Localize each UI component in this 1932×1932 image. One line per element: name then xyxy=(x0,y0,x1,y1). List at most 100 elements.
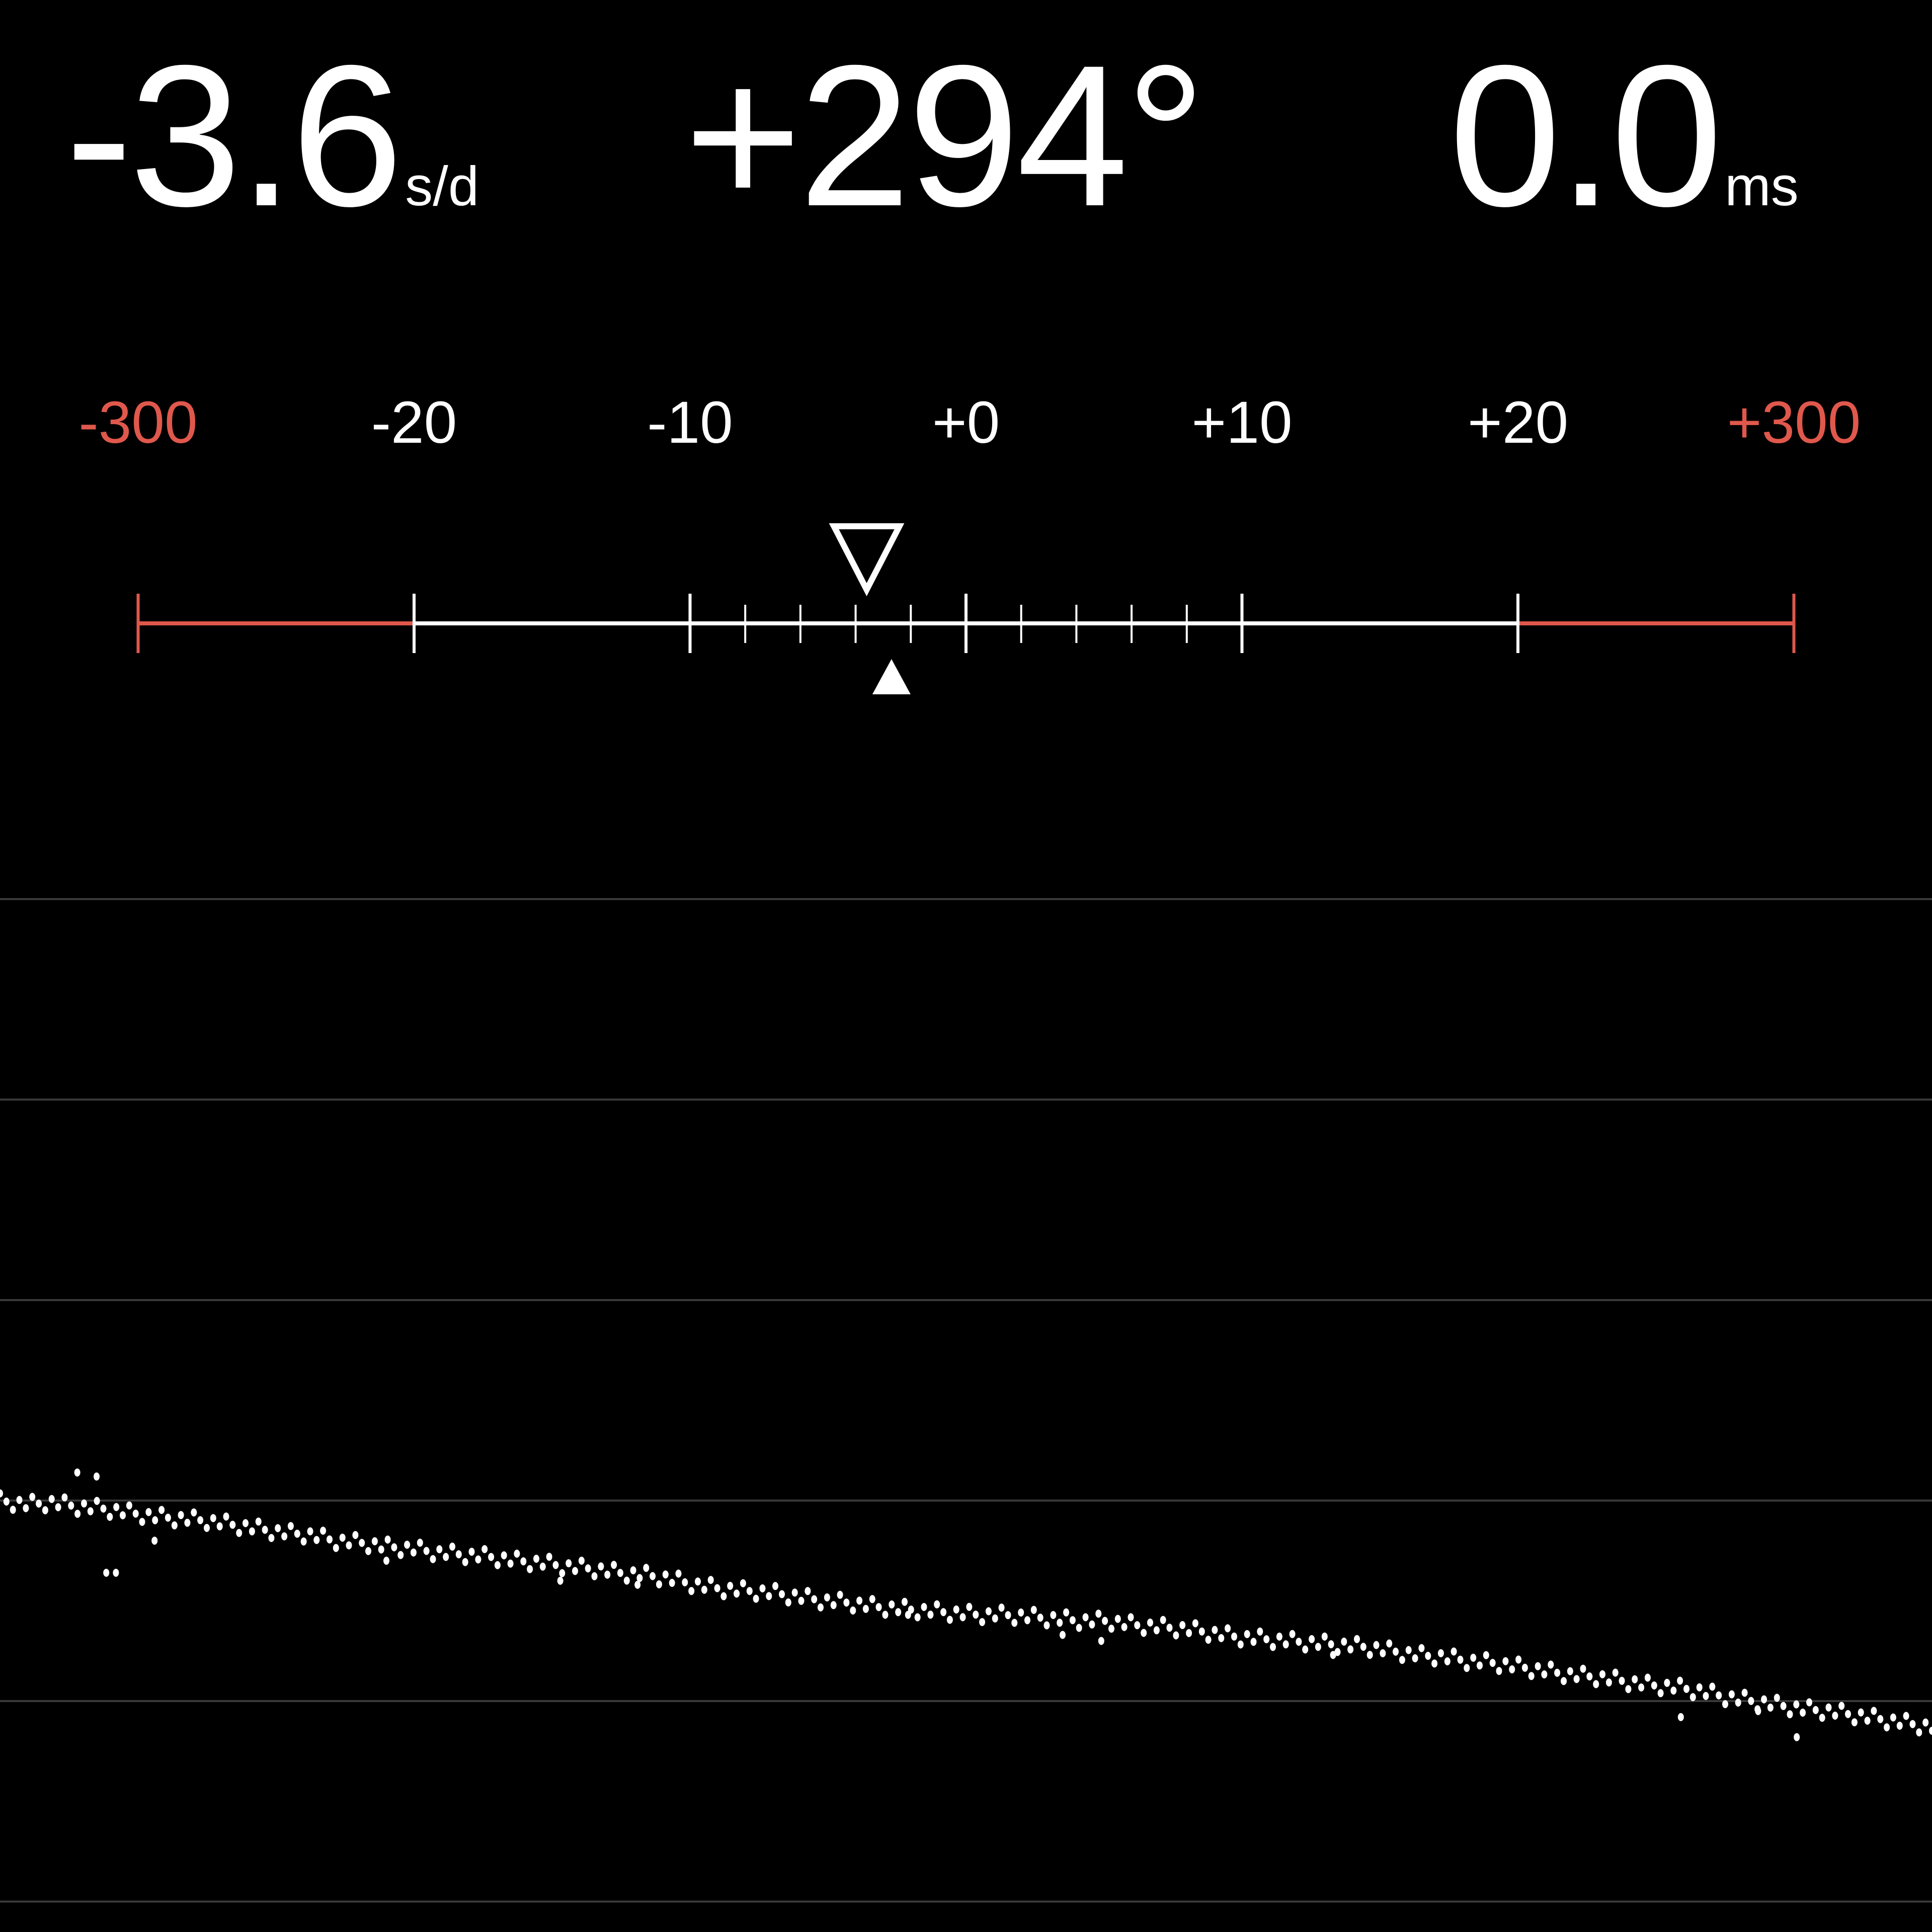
data-point xyxy=(566,1559,572,1568)
beat-error-unit: ms xyxy=(1725,155,1799,217)
data-point xyxy=(1864,1717,1871,1725)
data-point xyxy=(598,1562,604,1571)
data-point xyxy=(42,1506,48,1514)
data-point xyxy=(1793,1700,1800,1709)
data-point xyxy=(10,1505,16,1514)
data-point xyxy=(3,1497,10,1506)
data-point xyxy=(1198,1627,1205,1636)
data-point xyxy=(1896,1722,1903,1730)
data-point xyxy=(895,1608,902,1617)
data-point xyxy=(462,1558,468,1566)
data-point xyxy=(1767,1704,1774,1712)
data-point xyxy=(262,1525,268,1534)
data-point xyxy=(1425,1652,1431,1660)
data-point xyxy=(359,1539,365,1547)
data-point xyxy=(1489,1659,1496,1667)
data-point xyxy=(546,1553,552,1561)
data-point xyxy=(533,1555,539,1563)
data-point xyxy=(1780,1702,1787,1710)
data-point xyxy=(346,1541,352,1550)
data-point xyxy=(507,1559,514,1568)
data-point xyxy=(1632,1675,1638,1683)
data-point xyxy=(61,1493,68,1502)
data-point xyxy=(1787,1710,1793,1719)
data-point xyxy=(1244,1630,1250,1638)
outlier-point xyxy=(383,1557,389,1565)
data-point xyxy=(1076,1624,1082,1632)
data-point xyxy=(1774,1694,1780,1702)
data-point xyxy=(417,1539,423,1547)
data-point xyxy=(1186,1629,1192,1637)
data-point xyxy=(1761,1695,1767,1704)
data-point xyxy=(753,1594,759,1603)
data-point xyxy=(695,1577,701,1586)
data-point xyxy=(940,1608,947,1617)
data-point xyxy=(23,1504,29,1512)
data-point xyxy=(1599,1670,1605,1678)
current-rate-marker-icon xyxy=(829,523,905,597)
data-point xyxy=(1748,1697,1754,1705)
data-point xyxy=(333,1544,339,1552)
data-point xyxy=(1515,1655,1522,1664)
data-point xyxy=(1289,1630,1296,1638)
data-point xyxy=(850,1606,856,1615)
data-point xyxy=(766,1592,772,1600)
data-point xyxy=(468,1548,475,1556)
data-point xyxy=(249,1527,255,1536)
data-point xyxy=(1412,1654,1418,1662)
data-point xyxy=(191,1508,197,1517)
data-point xyxy=(1916,1728,1922,1737)
data-point xyxy=(1703,1692,1709,1700)
data-point xyxy=(1483,1651,1489,1659)
outlier-point xyxy=(1060,1631,1066,1639)
data-point xyxy=(481,1545,488,1553)
data-point xyxy=(572,1567,578,1575)
data-point xyxy=(1063,1608,1070,1617)
data-point xyxy=(889,1600,895,1608)
data-point xyxy=(1205,1636,1212,1644)
data-point xyxy=(979,1618,986,1626)
data-point xyxy=(785,1598,791,1606)
beat-error-value: 0.0 xyxy=(1449,23,1723,248)
data-point xyxy=(268,1534,275,1542)
outlier-point xyxy=(94,1472,100,1481)
data-point xyxy=(1651,1681,1657,1689)
data-point xyxy=(1257,1627,1263,1636)
data-point xyxy=(650,1572,656,1580)
data-point xyxy=(1858,1708,1864,1717)
data-point xyxy=(779,1590,785,1598)
data-point xyxy=(1418,1644,1425,1652)
data-point xyxy=(882,1611,889,1619)
data-point xyxy=(740,1579,746,1587)
data-point xyxy=(165,1513,171,1522)
data-point xyxy=(1444,1657,1451,1665)
data-point xyxy=(100,1504,107,1513)
scale-label: -10 xyxy=(647,389,733,456)
data-point xyxy=(1030,1605,1037,1614)
data-point xyxy=(1121,1623,1128,1631)
data-point xyxy=(1018,1608,1024,1617)
data-point xyxy=(1812,1706,1819,1714)
data-point xyxy=(1237,1640,1244,1649)
data-point xyxy=(423,1547,430,1555)
outlier-point xyxy=(74,1468,80,1477)
data-point xyxy=(1664,1678,1670,1687)
data-point xyxy=(959,1613,966,1622)
data-point xyxy=(921,1603,927,1611)
data-point xyxy=(527,1565,533,1573)
data-point xyxy=(294,1530,300,1538)
data-point xyxy=(772,1582,779,1590)
data-point xyxy=(1825,1703,1832,1712)
data-point xyxy=(300,1537,307,1546)
data-point xyxy=(1580,1664,1586,1673)
data-point xyxy=(591,1572,598,1580)
data-point xyxy=(404,1541,411,1549)
data-point xyxy=(1354,1635,1360,1643)
data-point xyxy=(1134,1621,1141,1630)
data-point xyxy=(113,1503,120,1511)
data-point xyxy=(520,1557,527,1566)
data-point xyxy=(1554,1668,1561,1677)
data-point xyxy=(352,1531,359,1539)
data-point xyxy=(734,1589,740,1598)
data-point xyxy=(1173,1631,1179,1640)
